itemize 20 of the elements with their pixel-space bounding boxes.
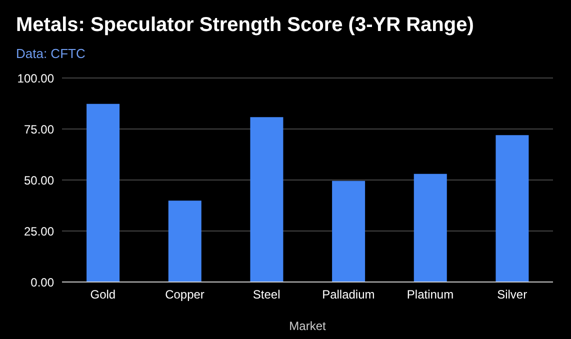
- x-tick-label: Gold: [90, 288, 116, 302]
- chart-subtitle: Data: CFTC: [16, 46, 86, 61]
- x-tick-label: Platinum: [406, 288, 454, 302]
- y-tick-label: 50.00: [24, 173, 54, 188]
- x-tick-label: Copper: [165, 288, 204, 302]
- bar: [496, 135, 529, 282]
- bar: [414, 174, 447, 282]
- y-tick-label: 75.00: [24, 122, 54, 136]
- bar: [250, 117, 284, 282]
- bar: [332, 180, 366, 282]
- x-tick-label: Silver: [497, 288, 528, 302]
- bar: [86, 104, 120, 282]
- y-tick-label: 0.00: [30, 275, 54, 290]
- y-tick-label: 100.00: [17, 71, 54, 86]
- y-tick-label: 25.00: [24, 224, 54, 238]
- x-axis-title: Market: [289, 319, 326, 333]
- x-tick-label: Steel: [252, 288, 280, 302]
- chart-title: Metals: Speculator Strength Score (3-YR Range): [16, 14, 474, 37]
- bar: [168, 200, 202, 282]
- x-tick-label: Palladium: [322, 288, 375, 302]
